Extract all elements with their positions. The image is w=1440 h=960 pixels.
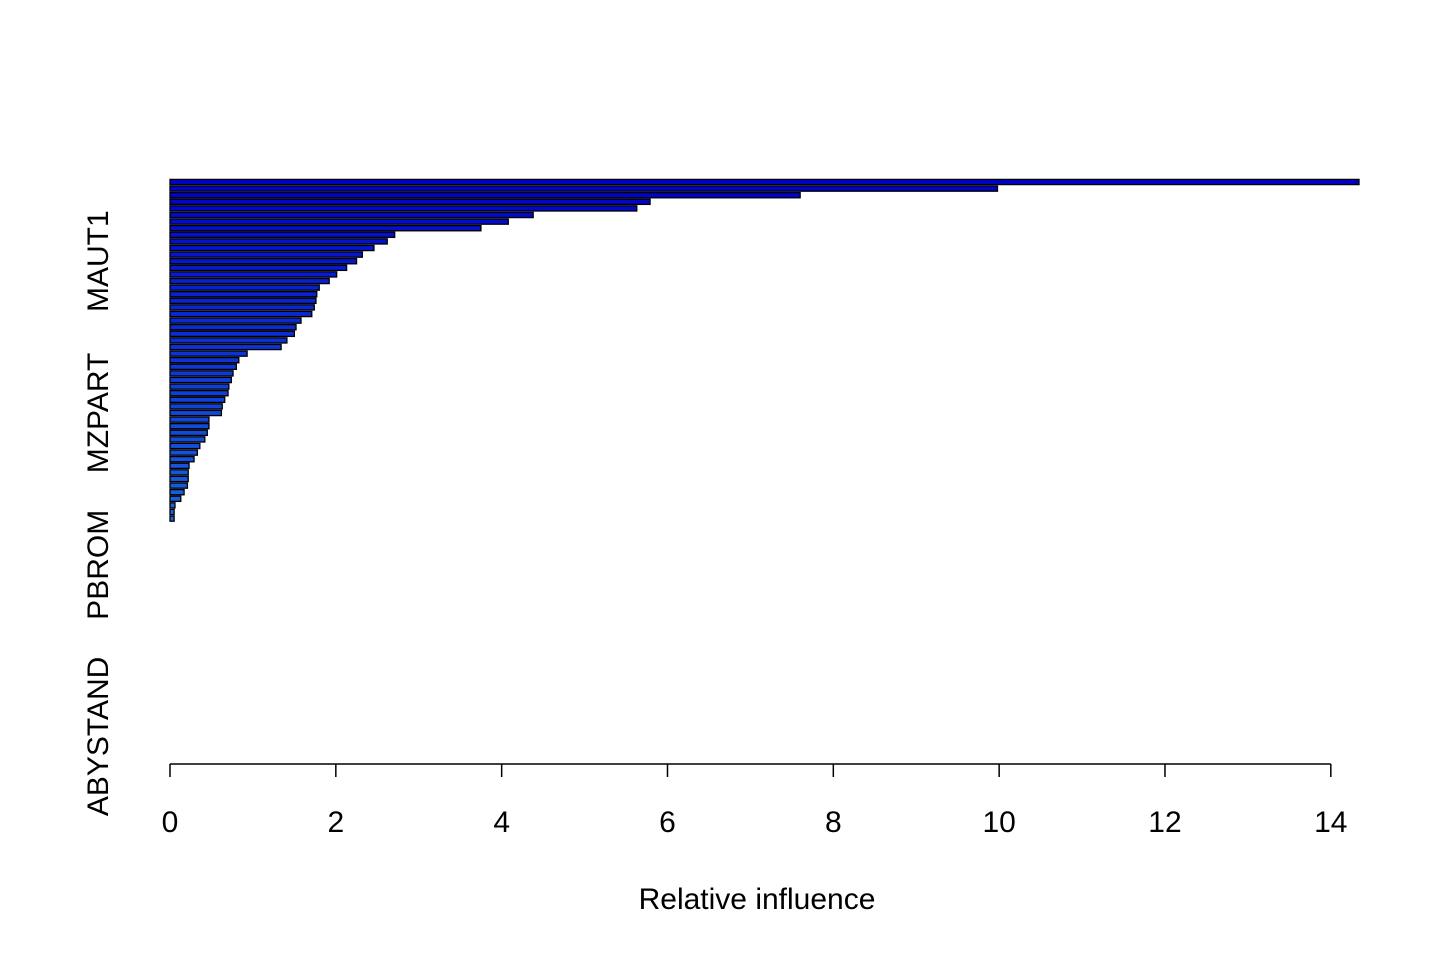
- y-tick-label: ABYSTAND: [82, 657, 115, 816]
- bar: [169, 277, 330, 285]
- bar: [169, 416, 210, 423]
- bar: [169, 251, 364, 258]
- bar: [169, 469, 189, 476]
- x-tick-label: 4: [493, 806, 510, 839]
- y-tick-label: PBROM: [82, 510, 115, 620]
- bar: [169, 409, 223, 417]
- bar: [169, 323, 297, 331]
- bar: [169, 304, 315, 311]
- bar: [169, 350, 248, 357]
- bar: [169, 462, 190, 470]
- bar: [169, 343, 282, 351]
- bar: [169, 442, 201, 450]
- bar: [169, 224, 482, 232]
- bar: [169, 185, 999, 192]
- x-tick-label: 12: [1148, 806, 1181, 839]
- y-tick-label: MZPART: [82, 353, 115, 474]
- bar: [169, 495, 182, 503]
- bar: [169, 502, 176, 509]
- x-tick-label: 6: [659, 806, 676, 839]
- bar: [169, 383, 230, 390]
- bar: [169, 290, 318, 298]
- bar: [169, 508, 175, 516]
- bar: [169, 422, 210, 430]
- bar: [169, 396, 226, 404]
- bar: [169, 429, 208, 437]
- bar: [169, 363, 237, 371]
- x-tick-label: 10: [982, 806, 1015, 839]
- bar: [169, 488, 185, 496]
- bar: [169, 198, 651, 206]
- bar: [169, 205, 638, 212]
- bar: [169, 191, 801, 199]
- bar: [169, 244, 375, 252]
- bar: [169, 475, 189, 483]
- bar: [169, 449, 199, 456]
- bar: [169, 337, 288, 344]
- bar: [169, 218, 509, 225]
- bar: [169, 178, 1360, 186]
- bar: [169, 310, 313, 318]
- bar: [169, 238, 388, 245]
- y-tick-label: MAUT1: [82, 210, 115, 312]
- bar: [169, 257, 358, 265]
- x-tick-label: 2: [327, 806, 344, 839]
- bar: [169, 284, 320, 291]
- x-tick-label: 0: [162, 806, 179, 839]
- bar: [169, 436, 206, 443]
- x-tick-label: 14: [1314, 806, 1347, 839]
- bar: [169, 356, 240, 364]
- bar: [169, 482, 189, 489]
- x-axis-label: Relative influence: [639, 883, 876, 916]
- bar: [169, 370, 234, 377]
- bar: [169, 271, 338, 278]
- bar: [169, 297, 317, 305]
- x-tick-label: 8: [825, 806, 842, 839]
- bar: [169, 403, 223, 410]
- bar: [169, 330, 296, 338]
- bar: [169, 515, 175, 522]
- bar: [169, 264, 348, 272]
- bar: [169, 376, 233, 384]
- bar: [169, 389, 229, 397]
- bar: [169, 211, 534, 219]
- bar: [169, 317, 302, 324]
- bar: [169, 231, 396, 239]
- bar: [169, 455, 195, 463]
